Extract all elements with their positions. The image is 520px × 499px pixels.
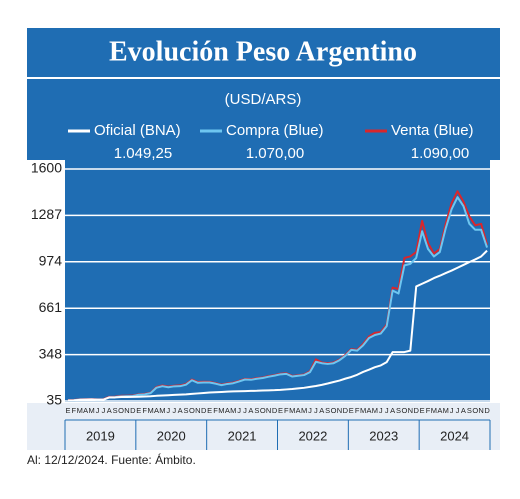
year-label: 2023 [369, 428, 398, 443]
x-tick-label: M [88, 406, 94, 415]
legend-label: Oficial (BNA) [94, 122, 181, 139]
x-tick-label: E [278, 406, 283, 415]
x-tick-label: A [390, 406, 395, 415]
year-label: 2020 [157, 428, 186, 443]
x-tick-label: M [289, 406, 295, 415]
x-tick-label: N [408, 406, 413, 415]
x-tick-label: A [319, 406, 324, 415]
last-value-label: 1.090,00 [411, 145, 469, 162]
x-tick-label: N [124, 406, 129, 415]
footer: Al: 12/12/2024. Fuente: Ámbito. [27, 452, 196, 467]
x-tick-label: M [443, 406, 449, 415]
x-tick-label: F [142, 406, 147, 415]
x-tick-label: E [65, 406, 70, 415]
chart-title: Evolución Peso Argentino [109, 36, 417, 67]
x-tick-label: F [284, 406, 289, 415]
x-tick-label: A [461, 406, 466, 415]
x-tick-label: J [385, 406, 389, 415]
x-tick-label: F [426, 406, 431, 415]
x-tick-label: J [96, 406, 100, 415]
x-tick-label: N [478, 406, 483, 415]
x-tick-label: N [266, 406, 271, 415]
x-tick-label: J [101, 406, 105, 415]
x-tick-label: O [401, 406, 407, 415]
x-tick-label: A [366, 406, 371, 415]
x-tick-label: J [172, 406, 176, 415]
header-panel [27, 28, 500, 160]
year-label: 2019 [86, 428, 115, 443]
x-tick-label: J [314, 406, 318, 415]
x-tick-label: D [130, 406, 136, 415]
x-tick-label: A [107, 406, 112, 415]
x-tick-label: S [396, 406, 401, 415]
x-tick-label: S [183, 406, 188, 415]
x-tick-label: A [225, 406, 230, 415]
x-tick-label: F [72, 406, 77, 415]
x-tick-label: A [248, 406, 253, 415]
chart-subtitle: (USD/ARS) [225, 91, 302, 108]
x-tick-label: N [195, 406, 200, 415]
series-line [67, 249, 488, 402]
x-tick-label: M [301, 406, 307, 415]
x-tick-label: J [450, 406, 454, 415]
x-tick-label: J [166, 406, 170, 415]
legend-label: Venta (Blue) [391, 122, 474, 139]
year-label: 2024 [440, 428, 469, 443]
x-tick-label: J [456, 406, 460, 415]
x-tick-label: E [349, 406, 354, 415]
x-tick-label: J [243, 406, 247, 415]
x-tick-label: M [77, 406, 83, 415]
legend-label: Compra (Blue) [226, 122, 324, 139]
x-tick-label: O [118, 406, 124, 415]
x-axis-strip [27, 403, 500, 450]
x-tick-label: J [379, 406, 383, 415]
last-value-label: 1.049,25 [114, 145, 172, 162]
year-label: 2022 [298, 428, 327, 443]
x-tick-label: S [254, 406, 259, 415]
x-tick-label: F [213, 406, 218, 415]
x-tick-label: D [343, 406, 349, 415]
x-tick-label: E [420, 406, 425, 415]
y-tick-label: 35 [46, 392, 62, 408]
x-tick-label: A [83, 406, 88, 415]
plot-area [65, 160, 490, 402]
x-tick-label: D [414, 406, 420, 415]
x-tick-label: A [296, 406, 301, 415]
x-tick-label: S [113, 406, 118, 415]
x-tick-label: J [237, 406, 241, 415]
x-tick-label: A [437, 406, 442, 415]
x-tick-label: M [360, 406, 366, 415]
x-tick-label: O [189, 406, 195, 415]
last-value-label: 1.070,00 [246, 145, 304, 162]
x-tick-label: F [355, 406, 360, 415]
x-tick-label: S [325, 406, 330, 415]
y-tick-label: 1287 [31, 206, 62, 222]
x-tick-label: J [308, 406, 312, 415]
x-tick-label: M [159, 406, 165, 415]
x-tick-label: O [472, 406, 478, 415]
x-tick-label: M [431, 406, 437, 415]
y-tick-label: 974 [39, 253, 63, 269]
x-tick-label: E [136, 406, 141, 415]
x-tick-label: A [154, 406, 159, 415]
y-tick-label: 1600 [31, 160, 62, 176]
year-label: 2021 [228, 428, 257, 443]
x-tick-label: N [337, 406, 342, 415]
y-tick-label: 348 [39, 345, 63, 361]
series-line [67, 196, 488, 402]
x-tick-label: D [201, 406, 207, 415]
x-tick-label: S [467, 406, 472, 415]
x-tick-label: O [331, 406, 337, 415]
x-tick-label: D [272, 406, 278, 415]
x-tick-label: M [230, 406, 236, 415]
x-tick-label: D [484, 406, 490, 415]
x-tick-label: M [218, 406, 224, 415]
x-tick-label: E [207, 406, 212, 415]
x-tick-label: A [178, 406, 183, 415]
x-tick-label: M [147, 406, 153, 415]
x-tick-label: O [260, 406, 266, 415]
y-tick-label: 661 [39, 299, 63, 315]
x-tick-label: M [372, 406, 378, 415]
